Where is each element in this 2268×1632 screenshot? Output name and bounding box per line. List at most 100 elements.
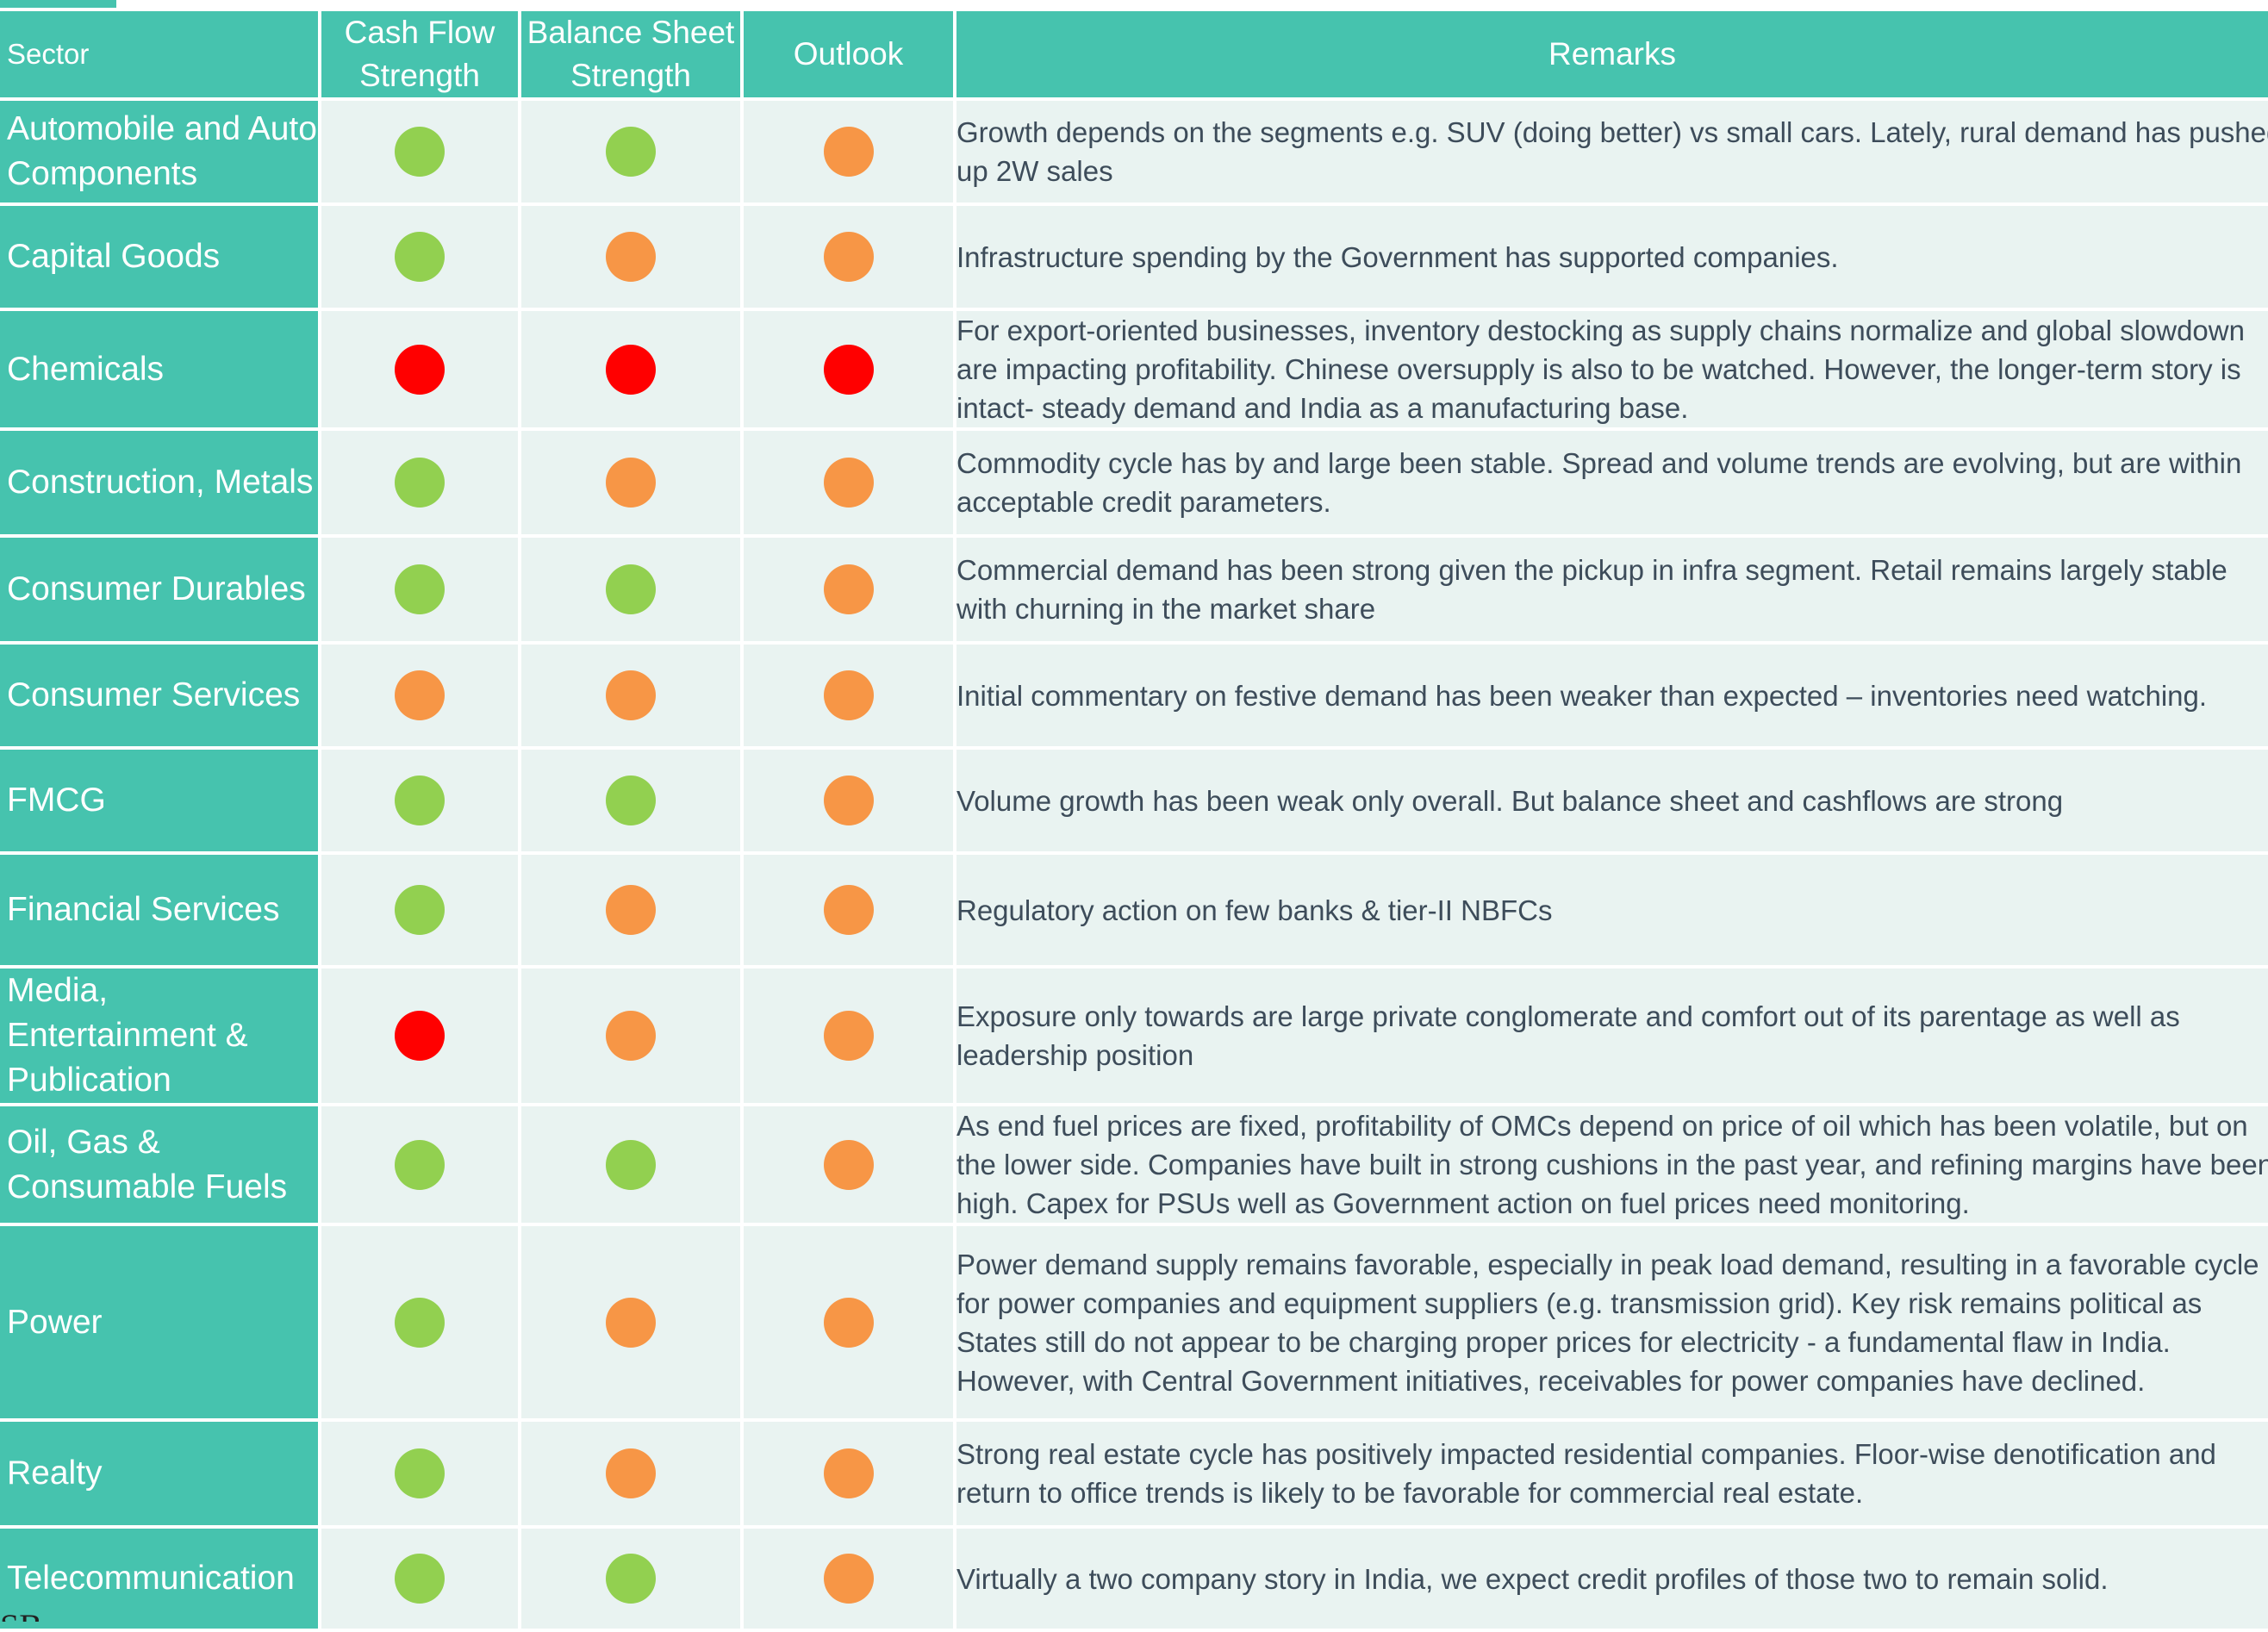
status-dot-icon (823, 885, 874, 935)
remark-cell: Commodity cycle has by and large been st… (956, 431, 2268, 538)
cash-flow-cell (321, 101, 521, 206)
remark-cell: Regulatory action on few banks & tier-II… (956, 855, 2268, 969)
status-dot-icon (395, 1297, 445, 1348)
remark-text: Strong real estate cycle has positively … (956, 1438, 2216, 1509)
balance-sheet-cell (521, 101, 744, 206)
sector-name: Oil, Gas & Consumable Fuels (0, 1106, 321, 1226)
table-row: Construction, Metals Commodity cycle has … (0, 431, 2268, 538)
status-dot-icon (606, 1139, 656, 1190)
cash-flow-cell (321, 431, 521, 538)
status-dot-icon (395, 670, 445, 720)
status-dot-icon (395, 1011, 445, 1061)
table-row: Consumer Services Initial commentary on f… (0, 645, 2268, 750)
remark-cell: Virtually a two company story in India, … (956, 1529, 2268, 1632)
cash-flow-cell (321, 1529, 521, 1632)
remark-text: Volume growth has been weak only overall… (956, 784, 2064, 817)
status-dot-icon (395, 344, 445, 395)
remark-text: As end fuel prices are fixed, profitabil… (956, 1110, 2268, 1219)
cash-flow-cell (321, 969, 521, 1106)
status-dot-icon (823, 1139, 874, 1190)
status-dot-icon (823, 232, 874, 282)
status-dot-icon (823, 670, 874, 720)
remark-text: Commercial demand has been strong given … (956, 554, 2228, 625)
sector-name: Consumer Services (0, 645, 321, 750)
status-dot-icon (606, 127, 656, 177)
outlook-cell (744, 855, 956, 969)
remark-cell: Commercial demand has been strong given … (956, 538, 2268, 645)
header-remarks: Remarks (956, 11, 2268, 101)
outlook-cell (744, 101, 956, 206)
balance-sheet-cell (521, 311, 744, 431)
status-dot-icon (606, 1297, 656, 1348)
balance-sheet-cell (521, 1226, 744, 1422)
status-dot-icon (606, 564, 656, 614)
table-row: Power Power demand supply remains favorab… (0, 1226, 2268, 1422)
balance-sheet-cell (521, 855, 744, 969)
sector-name: Construction, Metals (0, 431, 321, 538)
status-dot-icon (606, 344, 656, 395)
remark-cell: Power demand supply remains favorable, e… (956, 1226, 2268, 1422)
table-row: Media, Entertainment & Publication Exposu… (0, 969, 2268, 1106)
status-dot-icon (823, 1554, 874, 1604)
cash-flow-cell (321, 645, 521, 750)
balance-sheet-cell (521, 206, 744, 311)
cash-flow-cell (321, 1422, 521, 1529)
sector-name: Chemicals (0, 311, 321, 431)
status-dot-icon (606, 670, 656, 720)
remark-text: Power demand supply remains favorable, e… (956, 1248, 2259, 1397)
remark-text: For export-oriented businesses, inventor… (956, 315, 2245, 424)
remark-cell: Initial commentary on festive demand has… (956, 645, 2268, 750)
outlook-cell (744, 1226, 956, 1422)
status-dot-icon (606, 1448, 656, 1498)
header-cash-flow: Cash Flow Strength (321, 11, 521, 101)
remark-text: Commodity cycle has by and large been st… (956, 447, 2242, 518)
cash-flow-cell (321, 855, 521, 969)
balance-sheet-cell (521, 1529, 744, 1632)
remark-cell: Growth depends on the segments e.g. SUV … (956, 101, 2268, 206)
status-dot-icon (395, 885, 445, 935)
sector-name: Power (0, 1226, 321, 1422)
status-dot-icon (606, 1554, 656, 1604)
table-row: Realty Strong real estate cycle has posit… (0, 1422, 2268, 1529)
status-dot-icon (395, 1139, 445, 1190)
sector-name: Media, Entertainment & Publication (0, 969, 321, 1106)
status-dot-icon (395, 776, 445, 825)
cash-flow-cell (321, 538, 521, 645)
status-dot-icon (823, 776, 874, 825)
cash-flow-cell (321, 311, 521, 431)
cash-flow-cell (321, 1226, 521, 1422)
sector-name: Capital Goods (0, 206, 321, 311)
table-body: Automobile and Auto Components Growth dep… (0, 101, 2268, 1632)
status-dot-icon (823, 127, 874, 177)
table-row: Oil, Gas & Consumable Fuels As end fuel p… (0, 1106, 2268, 1226)
remark-text: Growth depends on the segments e.g. SUV … (956, 116, 2268, 187)
sector-name: Telecommunication (0, 1529, 321, 1632)
header-outlook: Outlook (744, 11, 956, 101)
balance-sheet-cell (521, 1106, 744, 1226)
cash-flow-cell (321, 1106, 521, 1226)
balance-sheet-cell (521, 538, 744, 645)
outlook-cell (744, 750, 956, 855)
outlook-cell (744, 311, 956, 431)
remark-cell: Strong real estate cycle has positively … (956, 1422, 2268, 1529)
outlook-cell (744, 969, 956, 1106)
remark-cell: Exposure only towards are large private … (956, 969, 2268, 1106)
status-dot-icon (395, 564, 445, 614)
sector-name: Automobile and Auto Components (0, 101, 321, 206)
header-row: Sector Cash Flow Strength Balance Sheet … (0, 11, 2268, 101)
sector-outlook-table: Sector Cash Flow Strength Balance Sheet … (0, 11, 2268, 1632)
table-row: Consumer Durables Commercial demand has b… (0, 538, 2268, 645)
outlook-cell (744, 206, 956, 311)
table-row: Telecommunication Virtually a two company… (0, 1529, 2268, 1632)
remark-cell: Volume growth has been weak only overall… (956, 750, 2268, 855)
outlook-cell (744, 538, 956, 645)
sector-name: Consumer Durables (0, 538, 321, 645)
status-dot-icon (395, 458, 445, 508)
status-dot-icon (606, 458, 656, 508)
remark-text: Initial commentary on festive demand has… (956, 679, 2208, 712)
status-dot-icon (606, 232, 656, 282)
status-dot-icon (823, 1448, 874, 1498)
outlook-cell (744, 1106, 956, 1226)
balance-sheet-cell (521, 645, 744, 750)
remark-text: Exposure only towards are large private … (956, 1000, 2180, 1071)
